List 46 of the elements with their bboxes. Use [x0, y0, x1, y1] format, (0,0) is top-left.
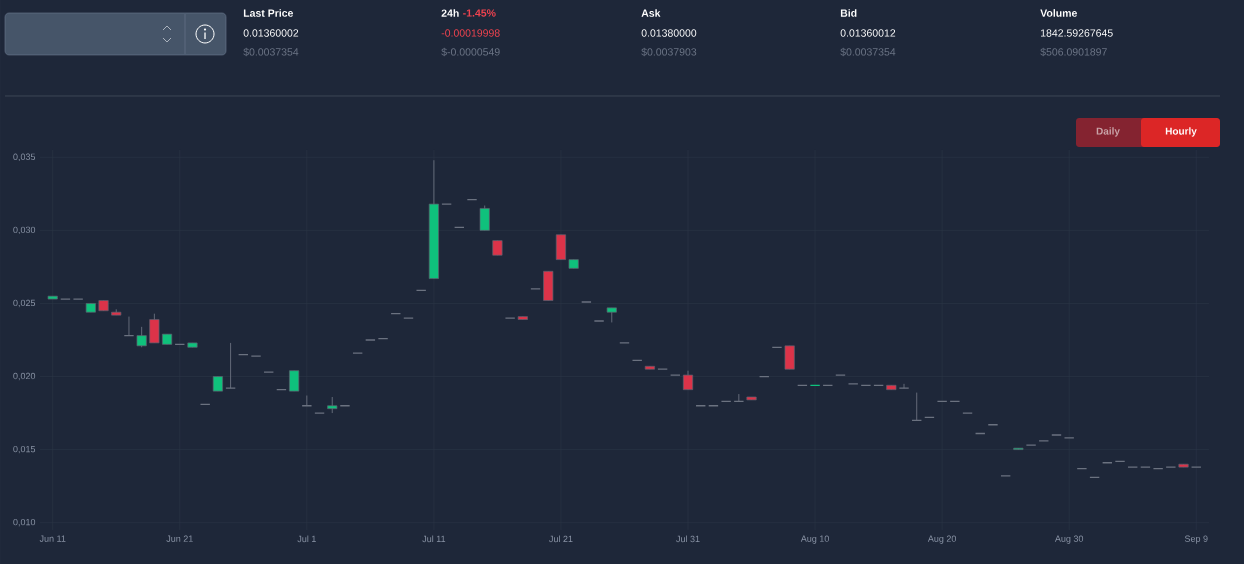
text: $0.0037354: [243, 47, 299, 57]
y-tick-label: 0,025: [13, 299, 36, 308]
candlestick: [911, 392, 923, 422]
x-tick-label: Jul 11: [422, 535, 446, 543]
candlestick: [784, 345, 795, 370]
text: Last Price: [243, 9, 294, 17]
text: 0.01360012: [840, 29, 896, 37]
x-tick-label: Aug 20: [927, 535, 957, 544]
text: $506.0901897: [1040, 47, 1107, 57]
text: 0.01380000: [641, 29, 697, 37]
y-tick-label: 0,030: [13, 226, 36, 235]
candlestick: [733, 393, 745, 403]
x-tick-label: Jul 21: [549, 535, 573, 543]
x-tick-label: Aug 10: [800, 535, 829, 544]
candlestick: [479, 205, 490, 231]
candlestick: [123, 316, 135, 337]
y-tick-label: 0,015: [13, 445, 36, 454]
candlestick: [136, 326, 147, 348]
candlestick: [898, 383, 910, 389]
text: 24h: [441, 9, 459, 17]
text: 1842.59267645: [1041, 29, 1113, 37]
y-tick-label: 0,010: [13, 518, 36, 527]
candlestick: [289, 370, 300, 392]
x-tick-label: Sep 9: [1184, 535, 1208, 544]
text: Bid: [840, 9, 857, 17]
text: -1.45%: [463, 9, 496, 17]
text: $0.0037903: [641, 47, 697, 57]
candlestick: [301, 395, 313, 407]
text: Ask: [641, 9, 661, 17]
candlestick: [225, 342, 236, 389]
x-tick-label: Jun 21: [166, 535, 193, 542]
x-tick-label: Jun 11: [39, 535, 66, 542]
text: -0.00019998: [441, 29, 500, 37]
text: 0.01360002: [243, 29, 299, 37]
text: Daily: [1096, 127, 1120, 137]
text: $-0.0000549: [441, 47, 500, 57]
y-tick-label: 0,020: [13, 372, 36, 381]
x-tick-label: Jul 31: [676, 535, 700, 543]
candlestick: [149, 313, 160, 344]
y-tick-label: 0,035: [13, 153, 36, 162]
x-tick-label: Aug 30: [1054, 535, 1084, 544]
text: Hourly: [1165, 127, 1197, 137]
x-tick-label: Jul 1: [297, 535, 316, 543]
text: Volume: [1040, 9, 1077, 17]
candlestick: [682, 370, 694, 391]
text: $0.0037354: [840, 47, 896, 57]
